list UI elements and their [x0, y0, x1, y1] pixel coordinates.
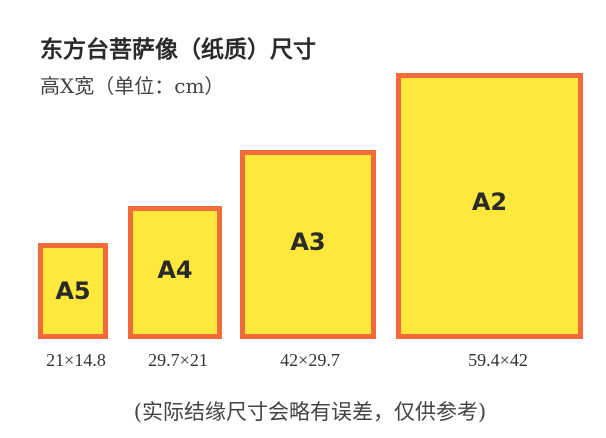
title: 东方台菩萨像（纸质）尺寸: [40, 37, 316, 63]
paper-a2: A2: [396, 73, 583, 339]
paper-a3-label: A3: [290, 228, 326, 256]
paper-a4-label: A4: [157, 256, 193, 284]
a2-dimensions: 59.4×42: [468, 350, 528, 370]
paper-a5: A5: [38, 243, 108, 339]
a3-dimensions: 42×29.7: [280, 350, 340, 370]
a4-dimensions: 29.7×21: [148, 350, 208, 370]
paper-a2-label: A2: [471, 188, 508, 216]
paper-a5-label: A5: [55, 277, 91, 305]
a5-dimensions: 21×14.8: [46, 350, 106, 370]
paper-a4: A4: [128, 206, 222, 339]
subtitle: 高Ⅹ宽（单位：cm）: [40, 74, 225, 98]
paper-a3: A3: [240, 150, 376, 339]
disclaimer-note: (实际结缘尺寸会略有误差，仅供参考): [133, 400, 487, 424]
